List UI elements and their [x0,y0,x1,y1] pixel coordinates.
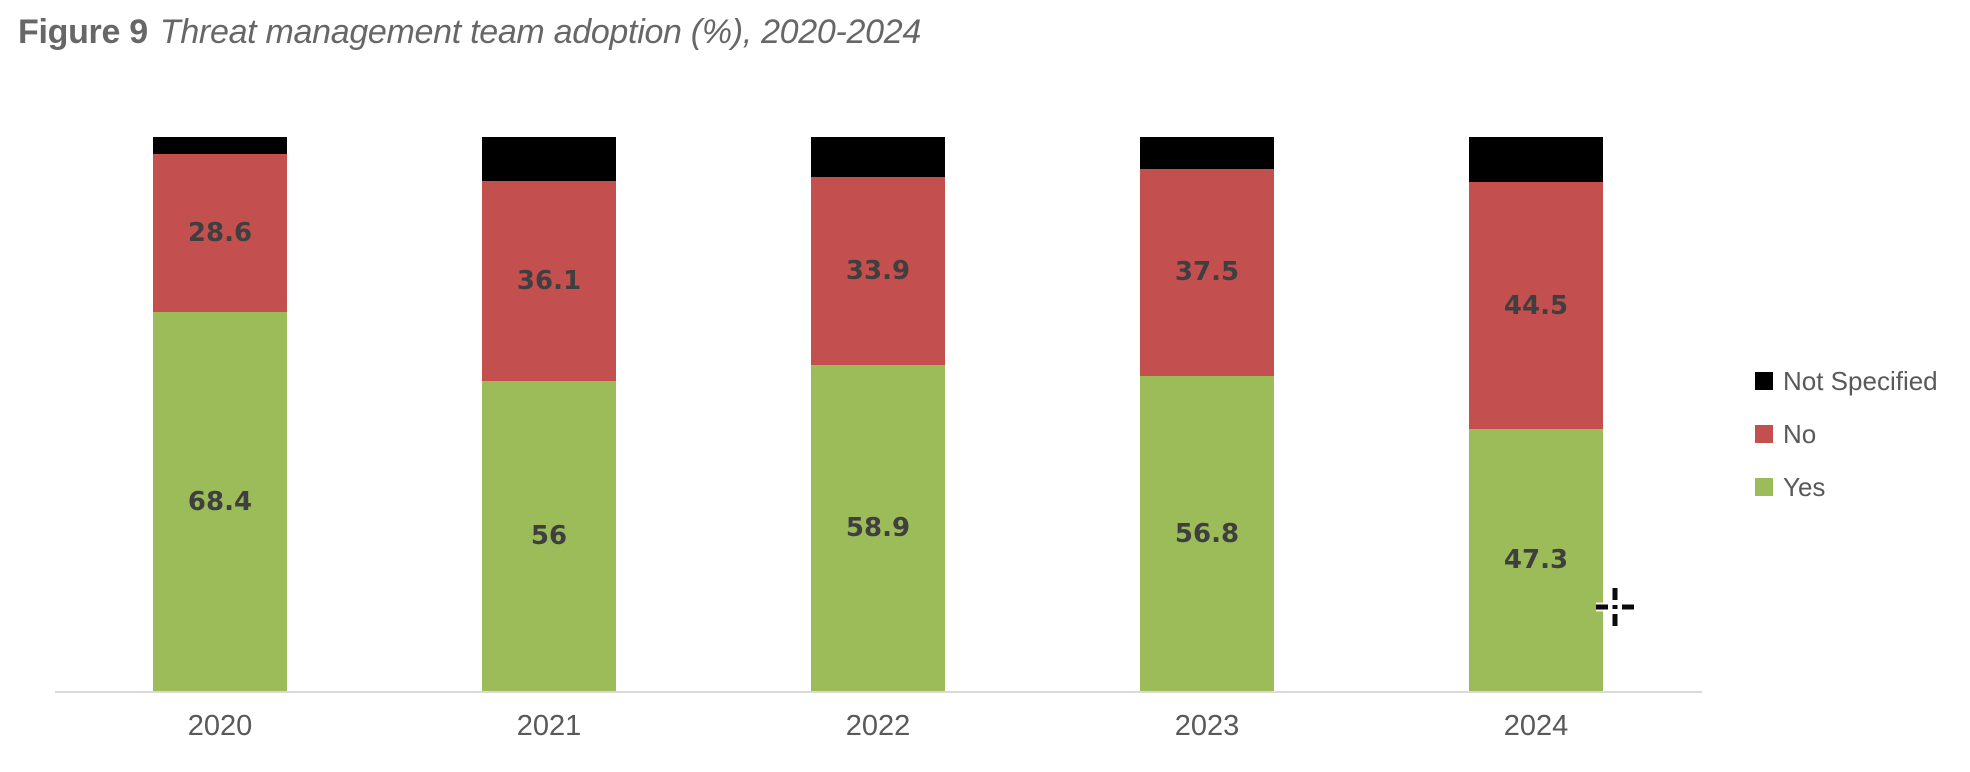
bar-segment-not-specified-2024 [1469,137,1603,183]
bar-segment-yes-2024 [1469,428,1603,691]
x-axis-line [55,691,1702,693]
legend-label-yes: Yes [1783,471,1826,502]
bar-segment-yes-2023 [1140,376,1274,691]
bar-segment-no-2024 [1469,182,1603,429]
value-label-yes-2022: 58.9 [845,512,911,543]
figure-title: Figure 9 Threat management team adoption … [18,13,921,52]
value-label-yes-2023: 56.8 [1174,518,1240,549]
legend-label-not-specified: Not Specified [1783,365,1938,396]
x-axis-label-2023: 2023 [1174,710,1240,742]
value-label-no-2024: 44.5 [1503,290,1569,321]
bar-segment-no-2020 [153,153,287,313]
figure-subtitle: Threat management team adoption (%), 202… [159,13,921,51]
bar-segment-not-specified-2021 [482,137,616,181]
legend: Not Specified No Yes [1755,366,1938,502]
bar-segment-not-specified-2023 [1140,137,1274,169]
value-label-no-2020: 28.6 [187,217,253,248]
legend-item-yes: Yes [1755,472,1938,502]
value-label-no-2022: 33.9 [845,255,911,286]
legend-item-no: No [1755,419,1938,449]
legend-item-not-specified: Not Specified [1755,366,1938,396]
bar-segment-no-2021 [482,180,616,381]
bar-segment-yes-2021 [482,380,616,691]
bar-segment-yes-2020 [153,312,287,691]
value-label-yes-2024: 47.3 [1503,544,1569,575]
x-axis-label-2022: 2022 [845,710,911,742]
precision-crosshair-cursor-icon [1593,585,1637,629]
value-label-no-2021: 36.1 [516,265,582,296]
bar-segment-not-specified-2022 [811,137,945,177]
x-axis-label-2024: 2024 [1503,710,1569,742]
figure-number: Figure 9 [18,13,148,51]
bar-segment-yes-2022 [811,364,945,691]
bar-segment-no-2022 [811,176,945,365]
legend-swatch-no [1755,425,1773,443]
bar-segment-not-specified-2020 [153,137,287,154]
bar-segment-no-2023 [1140,168,1274,377]
value-label-no-2023: 37.5 [1174,257,1240,288]
legend-swatch-yes [1755,478,1773,496]
value-label-yes-2020: 68.4 [187,486,253,517]
legend-swatch-not-specified [1755,372,1773,390]
x-axis-label-2021: 2021 [516,710,582,742]
x-axis-label-2020: 2020 [187,710,253,742]
value-label-yes-2021: 56 [530,520,568,551]
legend-label-no: No [1783,418,1817,449]
